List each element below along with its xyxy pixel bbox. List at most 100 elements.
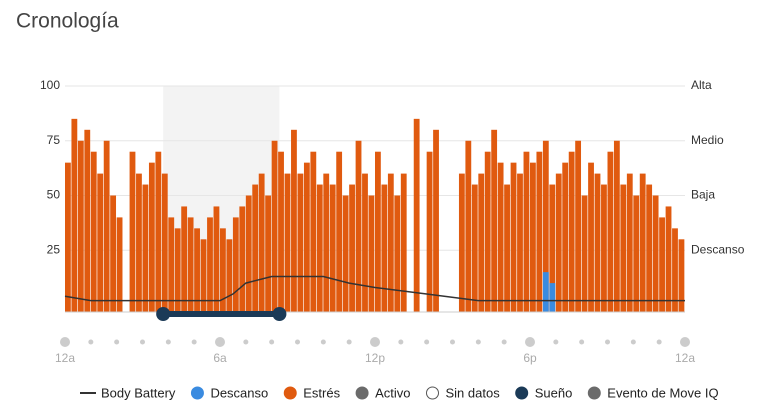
y-tick-label: 100 [40,78,60,92]
right-label: Descanso [691,242,745,256]
bar [375,151,381,312]
hour-dot [346,339,352,345]
bar [194,228,200,312]
bar [613,140,620,312]
bar [633,195,640,312]
bar [297,173,304,312]
bar [252,184,259,312]
bar [303,162,310,312]
bar [484,151,491,312]
bar [549,283,556,312]
bar [181,206,188,312]
bar [523,151,530,312]
bar [530,162,536,312]
bar [97,173,104,312]
bar [245,195,252,312]
bar [148,162,155,312]
x-tick [370,337,380,347]
legend-label: Sin datos [446,385,501,400]
x-tick-label: 12a [55,351,75,365]
bar [542,272,549,312]
right-label: Medio [691,133,724,147]
bar [187,217,194,312]
hour-dot [553,339,559,345]
hour-dot [424,339,430,345]
x-tick [680,337,690,347]
hour-dot [114,339,120,345]
hour-dot [88,339,94,345]
x-tick [525,337,535,347]
bar [232,217,239,312]
bar [368,195,375,312]
legend-swatch [283,386,297,400]
x-tick-label: 6p [523,351,537,365]
bar [316,184,323,312]
bar [562,162,569,312]
legend-swatch [426,386,439,400]
legend-swatch [587,386,601,400]
bar [471,184,478,312]
bar [394,195,401,312]
bar [639,173,646,312]
hour-dot [475,339,481,345]
bar [84,129,91,312]
bar [536,151,543,312]
x-tick [215,337,225,347]
hour-dot [501,339,507,345]
bar [678,239,685,312]
bar [659,217,665,312]
bar [129,151,136,312]
legend-swatch [515,386,529,400]
legend-swatch [355,386,369,400]
bar [278,151,284,312]
bar [646,184,653,312]
bar [265,195,272,312]
bar [652,195,659,312]
bar [433,129,439,312]
hour-dot [656,339,662,345]
bar [155,151,162,312]
bar [323,173,330,312]
bar [458,173,465,312]
bar [90,151,97,312]
right-label: Alta [691,78,712,92]
bar [387,173,394,312]
bar [239,206,246,312]
bar [491,129,498,312]
legend-label: Descanso [210,385,268,400]
bar [342,195,349,312]
bar [168,217,175,312]
bar [174,228,181,312]
bar [136,173,142,312]
bar [620,184,627,312]
x-tick-label: 6a [213,351,227,365]
bar [542,140,549,312]
bar [568,151,575,312]
legend-label: Sueño [535,385,573,400]
bar [607,151,614,312]
legend-swatch [190,386,204,400]
bar [284,173,291,312]
hour-dot [191,339,197,345]
bar [665,206,672,312]
bar [161,173,168,312]
hour-dot [269,339,275,345]
bar [426,151,433,312]
x-tick-label: 12p [365,351,385,365]
bar [626,173,633,312]
hour-dot [630,339,636,345]
bar [271,140,278,312]
x-tick-label: 12a [675,351,695,365]
bar [400,173,407,312]
hour-dot [450,339,455,345]
hour-dot [243,339,249,345]
bar [110,195,117,312]
hour-dot [140,339,145,345]
y-tick-label: 75 [47,133,61,147]
bar [226,239,233,312]
bar [588,162,594,312]
bar [220,228,226,312]
bar [213,206,220,312]
bar [549,184,556,312]
